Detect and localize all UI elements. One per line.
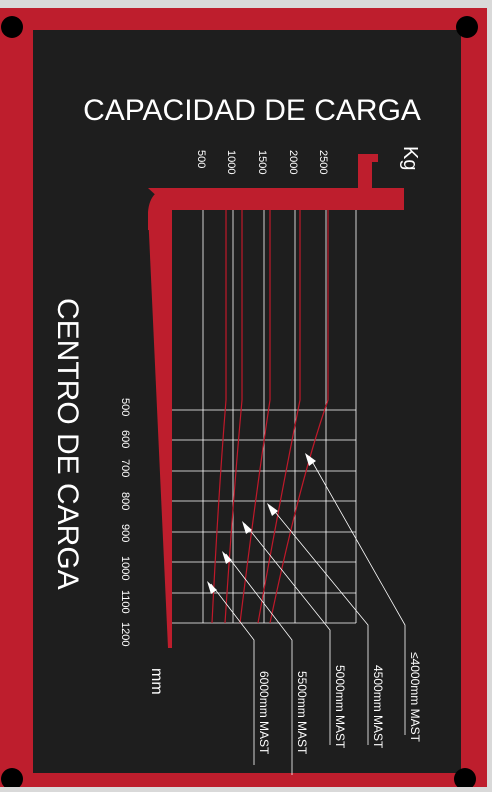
mast-label-5500: 5500mm MAST <box>295 671 309 755</box>
center-ticks: 500 600 700 800 900 1000 1100 1200 <box>119 398 131 646</box>
arrow-icon <box>267 503 278 516</box>
side-title: CENTRO DE CARGA <box>51 298 84 590</box>
mast-label-4500: 4500mm MAST <box>371 665 385 749</box>
mast-labels: ≤4000mm MAST 4500mm MAST 5000mm MAST 550… <box>257 652 422 755</box>
screw-icon <box>454 768 476 790</box>
center-tick: 1100 <box>119 590 131 614</box>
capacity-tick: 2500 <box>317 150 329 174</box>
center-tick: 800 <box>119 492 131 510</box>
mast-leader-lines <box>210 455 406 775</box>
capacity-ticks: 500 1000 1500 2000 2500 <box>195 150 329 174</box>
mast-label-4000: ≤4000mm MAST <box>408 652 422 743</box>
arrow-icon <box>305 453 316 466</box>
capacity-unit: Kg <box>399 146 421 170</box>
center-tick: 600 <box>119 430 131 448</box>
capacity-gridlines <box>202 210 357 623</box>
mast-label-6000: 6000mm MAST <box>257 671 271 755</box>
center-unit: mm <box>148 668 165 695</box>
curve-5500-mast <box>224 210 243 624</box>
center-tick: 1000 <box>119 556 131 580</box>
plate-panel <box>33 30 461 773</box>
capacity-tick: 1500 <box>256 150 268 174</box>
screw-icon <box>456 16 478 38</box>
curve-4500-mast <box>257 210 301 624</box>
screw-icon <box>1 768 23 790</box>
center-tick: 900 <box>119 524 131 542</box>
screw-icon <box>1 16 23 38</box>
mast-label-5000: 5000mm MAST <box>333 665 347 749</box>
mast-arrows <box>207 453 316 594</box>
center-tick: 500 <box>119 398 131 416</box>
plate-title: CAPACIDAD DE CARGA <box>83 94 421 127</box>
capacity-tick: 2000 <box>287 150 299 174</box>
center-tick: 700 <box>119 459 131 477</box>
capacity-tick: 500 <box>195 150 207 168</box>
center-tick: 1200 <box>119 622 131 646</box>
curve-5000-mast <box>239 210 271 624</box>
arrow-icon <box>242 521 252 534</box>
fork-silhouette <box>148 154 404 648</box>
arrow-icon <box>222 551 232 564</box>
curve-4000-mast <box>269 210 329 624</box>
capacity-tick: 1000 <box>225 150 237 174</box>
arrow-icon <box>207 581 217 594</box>
